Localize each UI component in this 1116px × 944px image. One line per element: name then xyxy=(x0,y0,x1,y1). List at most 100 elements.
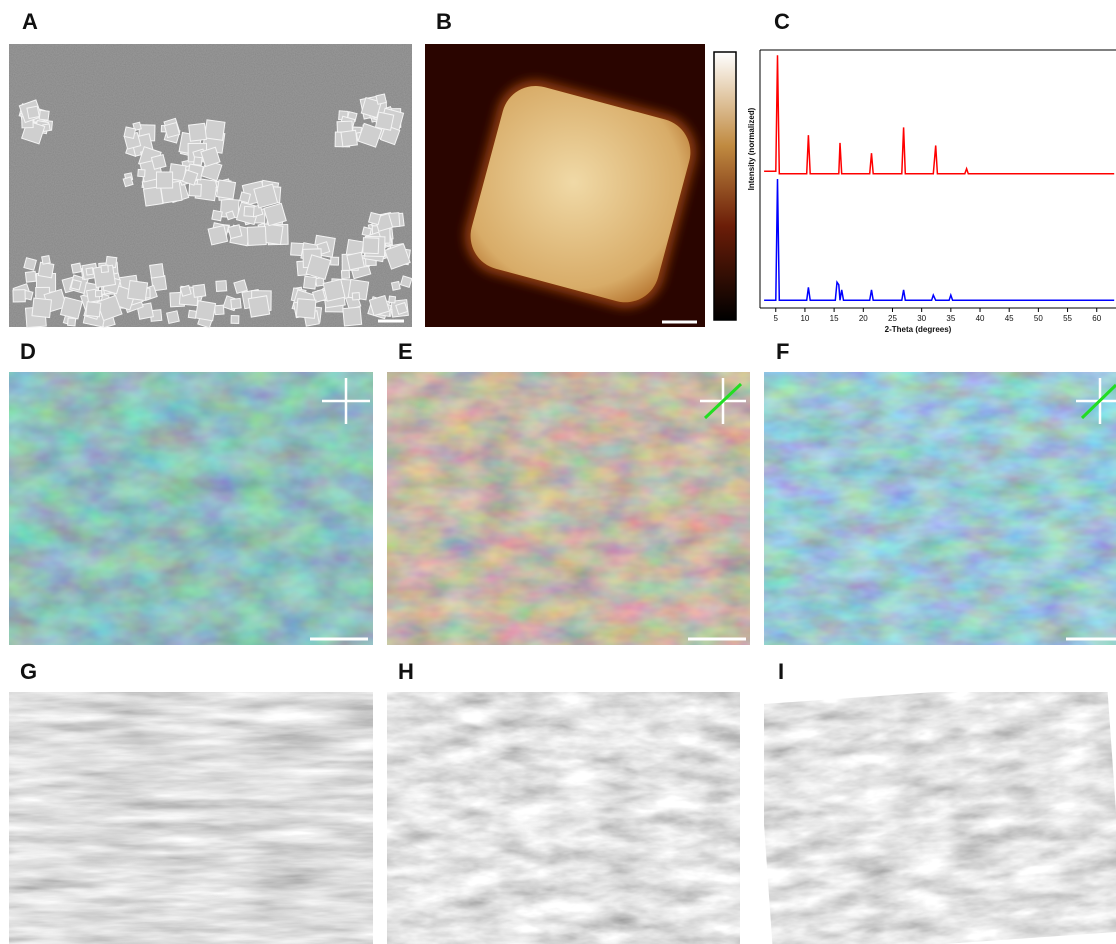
crystal xyxy=(137,168,146,178)
crystal xyxy=(246,225,267,246)
crystal xyxy=(122,176,134,188)
crystal-cluster xyxy=(12,93,413,329)
polarized-image xyxy=(387,372,750,645)
crystal xyxy=(357,122,383,148)
crystal xyxy=(311,288,327,304)
crystal xyxy=(375,93,387,105)
crystal xyxy=(253,183,279,209)
crystal xyxy=(194,300,217,322)
crystal xyxy=(295,298,317,319)
panel-label: H xyxy=(398,659,414,684)
panel-label: D xyxy=(20,339,36,364)
x-tick-label: 45 xyxy=(1005,314,1014,323)
afm-image xyxy=(425,44,737,327)
colorbar xyxy=(713,51,737,321)
crystal xyxy=(367,211,382,226)
crystal xyxy=(395,301,409,316)
crystal xyxy=(24,270,37,283)
polarized-image xyxy=(9,372,373,645)
crystal xyxy=(346,251,365,271)
crystal xyxy=(207,224,229,246)
x-tick-label: 25 xyxy=(888,314,897,323)
crystal xyxy=(215,280,228,293)
x-tick-label: 55 xyxy=(1063,314,1072,323)
sem-image xyxy=(387,692,750,944)
crystal xyxy=(38,109,50,121)
crystal xyxy=(230,315,240,324)
crystal xyxy=(322,278,346,302)
x-tick-label: 10 xyxy=(800,314,809,323)
crystal xyxy=(379,124,401,146)
crystal xyxy=(149,263,165,279)
crystal xyxy=(351,291,361,301)
gap xyxy=(764,680,1116,692)
crystal xyxy=(238,191,252,204)
crystal xyxy=(211,209,223,222)
crystal xyxy=(243,205,255,218)
crystal xyxy=(123,126,137,140)
crystal xyxy=(188,122,208,142)
crystal xyxy=(70,278,82,291)
crystal xyxy=(188,183,202,197)
crystal xyxy=(37,261,55,279)
crystal xyxy=(203,119,226,141)
crystal xyxy=(200,146,221,168)
panel-label: C xyxy=(774,9,790,34)
crystal xyxy=(233,279,248,294)
sem-image xyxy=(9,44,413,329)
compensator-arrow xyxy=(703,382,743,420)
xrd-line xyxy=(764,55,1115,175)
crystal xyxy=(230,297,242,310)
crystal xyxy=(94,290,103,298)
crystal xyxy=(305,254,332,280)
crystal xyxy=(368,294,391,317)
x-tick-label: 50 xyxy=(1034,314,1043,323)
crystal xyxy=(179,284,192,297)
crystal xyxy=(192,283,207,298)
crystal xyxy=(263,202,287,227)
crystal xyxy=(100,264,109,274)
crystal xyxy=(41,254,51,265)
crystal xyxy=(360,96,382,119)
compensator-arrow xyxy=(1080,383,1116,420)
crystal xyxy=(59,296,83,320)
crystal xyxy=(150,154,167,170)
panel-label: G xyxy=(20,659,37,684)
crystal xyxy=(142,186,164,207)
crystal xyxy=(470,85,691,303)
crystal xyxy=(85,267,94,276)
x-tick-label: 30 xyxy=(917,314,926,323)
crystal xyxy=(361,226,372,237)
crystal xyxy=(342,306,363,327)
xrd-chart: 5 10 15 20 25 30 35 40 45 50 55 60 2-Theta (degrees)… xyxy=(747,49,1116,334)
crystal xyxy=(163,121,181,139)
panel-label: I xyxy=(778,659,784,684)
crystal xyxy=(362,237,380,255)
crystal xyxy=(399,275,413,288)
image-background xyxy=(387,372,750,645)
crystal xyxy=(384,243,411,270)
crystal xyxy=(388,295,397,304)
crystal xyxy=(166,310,180,325)
crystal xyxy=(215,179,237,200)
panel-label: A xyxy=(22,9,38,34)
x-tick-label: 20 xyxy=(859,314,868,323)
crystal xyxy=(26,105,40,120)
crystal xyxy=(302,275,317,290)
crystal xyxy=(193,156,203,166)
x-tick-label: 40 xyxy=(976,314,985,323)
x-tick-label: 60 xyxy=(1092,314,1101,323)
crystal xyxy=(374,111,395,131)
crystal xyxy=(330,256,340,266)
panel-label: F xyxy=(776,339,789,364)
crystal xyxy=(390,280,401,291)
crystal xyxy=(155,171,174,189)
crystal xyxy=(70,262,83,274)
polarized-image xyxy=(764,372,1116,645)
gap xyxy=(740,680,764,944)
xrd-line xyxy=(764,178,1115,302)
crystal xyxy=(247,295,271,318)
crystal xyxy=(227,224,243,240)
panel-label: E xyxy=(398,339,413,364)
